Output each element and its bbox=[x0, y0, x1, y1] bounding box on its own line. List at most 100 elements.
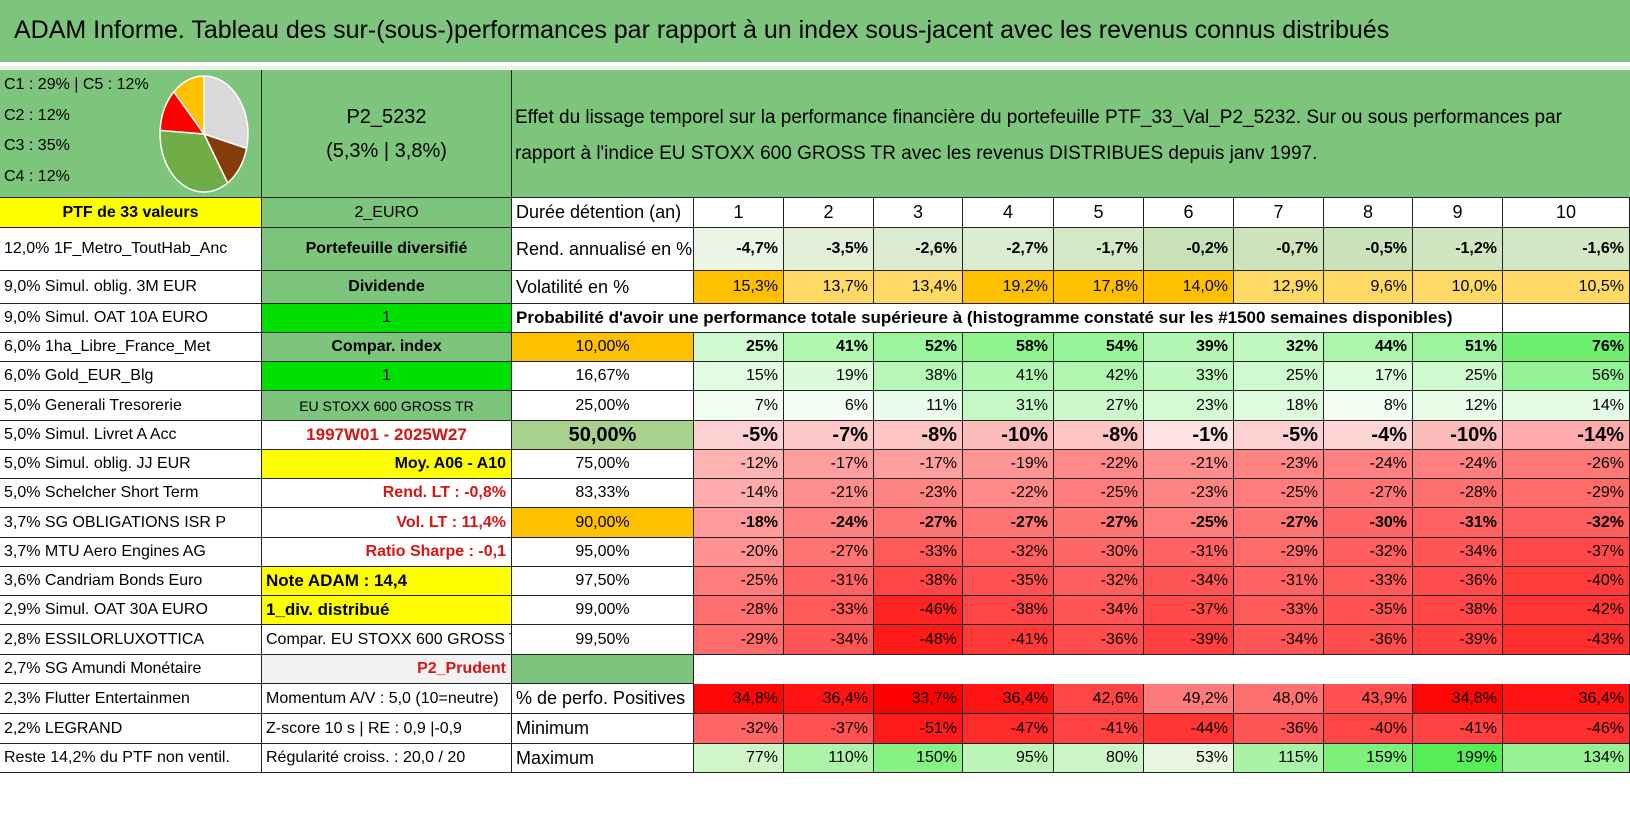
threshold-cell: 95,00% bbox=[512, 538, 694, 567]
pos-value: 36,4% bbox=[963, 684, 1054, 714]
prob-value: 52% bbox=[874, 333, 963, 362]
prob-value: -34% bbox=[784, 625, 874, 655]
prob-value: -24% bbox=[1413, 450, 1503, 479]
prob-value: -19% bbox=[963, 450, 1054, 479]
rend-value: -2,7% bbox=[963, 228, 1054, 271]
prob-value: 58% bbox=[963, 333, 1054, 362]
prob-value: -25% bbox=[694, 567, 784, 596]
vol-value: 12,9% bbox=[1234, 271, 1324, 304]
prob-value: 25% bbox=[1413, 362, 1503, 391]
prob-value: -25% bbox=[1054, 479, 1144, 508]
pos-value: 48,0% bbox=[1234, 684, 1324, 714]
prob-value: -29% bbox=[1503, 479, 1630, 508]
title-divider bbox=[0, 62, 1630, 66]
pie-label: C3 : 35% bbox=[4, 137, 70, 154]
param-div-distrib: 1_div. distribué bbox=[262, 596, 512, 625]
prob-value: -5% bbox=[694, 421, 784, 450]
year-header: 10 bbox=[1503, 198, 1630, 228]
prob-value: 41% bbox=[963, 362, 1054, 391]
prob-value: -37% bbox=[1144, 596, 1234, 625]
prob-value: 17% bbox=[1324, 362, 1413, 391]
prob-value: -41% bbox=[963, 625, 1054, 655]
duration-label: Durée détention (an) bbox=[512, 198, 694, 228]
prob-value: -33% bbox=[1234, 596, 1324, 625]
holdings-header: PTF de 33 valeurs bbox=[0, 198, 262, 228]
rend-label: Rend. annualisé en % bbox=[512, 228, 694, 271]
year-header: 5 bbox=[1054, 198, 1144, 228]
max-value: 53% bbox=[1144, 744, 1234, 773]
prob-value: -29% bbox=[1234, 538, 1324, 567]
max-value: 77% bbox=[694, 744, 784, 773]
vol-value: 9,6% bbox=[1324, 271, 1413, 304]
vol-value: 17,8% bbox=[1054, 271, 1144, 304]
prob-value: -48% bbox=[874, 625, 963, 655]
holding-item: 2,2% LEGRAND bbox=[0, 714, 262, 744]
prob-value: -22% bbox=[1054, 450, 1144, 479]
empty-strip bbox=[512, 655, 694, 684]
prob-value: -36% bbox=[1054, 625, 1144, 655]
prob-value: -40% bbox=[1503, 567, 1630, 596]
param-dividend: Dividende bbox=[262, 271, 512, 304]
param-momentum: Momentum A/V : 5,0 (10=neutre) bbox=[262, 684, 512, 714]
pie-label: C1 : 29% | C5 : 12% bbox=[4, 76, 149, 93]
prob-title-cell: Probabilité d'avoir une performance tota… bbox=[512, 304, 1503, 333]
threshold-cell: 99,50% bbox=[512, 625, 694, 655]
param-compar: Compar. index bbox=[262, 333, 512, 362]
param-zscore: Z-score 10 s | RE : 0,9 |-0,9 bbox=[262, 714, 512, 744]
prob-value: -35% bbox=[1324, 596, 1413, 625]
max-value: 199% bbox=[1413, 744, 1503, 773]
holding-item: 5,0% Simul. Livret A Acc bbox=[0, 421, 262, 450]
threshold-cell: 75,00% bbox=[512, 450, 694, 479]
prob-value: -31% bbox=[1413, 508, 1503, 538]
vol-value: 15,3% bbox=[694, 271, 784, 304]
holding-item: 2,9% Simul. OAT 30A EURO bbox=[0, 596, 262, 625]
min-value: -51% bbox=[874, 714, 963, 744]
prob-value: -27% bbox=[874, 508, 963, 538]
rend-value: -1,6% bbox=[1503, 228, 1630, 271]
holding-item: 6,0% Gold_EUR_Blg bbox=[0, 362, 262, 391]
threshold-cell: 99,00% bbox=[512, 596, 694, 625]
param-rend-lt: Rend. LT : -0,8% bbox=[262, 479, 512, 508]
prob-value: -14% bbox=[694, 479, 784, 508]
report-description: Effet du lissage temporel sur la perform… bbox=[512, 70, 1630, 198]
pie-slice-c3 bbox=[159, 129, 229, 193]
max-label: Maximum bbox=[512, 744, 694, 773]
param-moy: Moy. A06 - A10 bbox=[262, 450, 512, 479]
prob-value: 44% bbox=[1324, 333, 1413, 362]
prob-value: -37% bbox=[1503, 538, 1630, 567]
rend-value: -1,2% bbox=[1413, 228, 1503, 271]
prob-value: 23% bbox=[1144, 391, 1234, 421]
param-regularite: Régularité croiss. : 20,0 / 20 bbox=[262, 744, 512, 773]
param-profile: P2_Prudent bbox=[262, 655, 512, 684]
prob-value: 19% bbox=[784, 362, 874, 391]
prob-value: -34% bbox=[1234, 625, 1324, 655]
prob-value: 41% bbox=[784, 333, 874, 362]
min-value: -41% bbox=[1413, 714, 1503, 744]
rend-value: -4,7% bbox=[694, 228, 784, 271]
param-div-value: 1 bbox=[262, 304, 512, 333]
pos-value: 42,6% bbox=[1054, 684, 1144, 714]
threshold-cell: 97,50% bbox=[512, 567, 694, 596]
prob-value: -31% bbox=[1234, 567, 1324, 596]
min-value: -47% bbox=[963, 714, 1054, 744]
prob-value: 27% bbox=[1054, 391, 1144, 421]
holding-item: 3,6% Candriam Bonds Euro bbox=[0, 567, 262, 596]
prob-value: -25% bbox=[1144, 508, 1234, 538]
prob-value: -27% bbox=[1234, 508, 1324, 538]
vol-label: Volatilité en % bbox=[512, 271, 694, 304]
prob-value: -33% bbox=[784, 596, 874, 625]
prob-value: -32% bbox=[1324, 538, 1413, 567]
prob-value: 6% bbox=[784, 391, 874, 421]
prob-value: -23% bbox=[1144, 479, 1234, 508]
year-header: 9 bbox=[1413, 198, 1503, 228]
pos-value: 36,4% bbox=[784, 684, 874, 714]
prob-value: -20% bbox=[694, 538, 784, 567]
min-value: -41% bbox=[1054, 714, 1144, 744]
prob-value: 51% bbox=[1413, 333, 1503, 362]
prob-value: -29% bbox=[694, 625, 784, 655]
prob-value: -30% bbox=[1324, 508, 1413, 538]
prob-value: 76% bbox=[1503, 333, 1630, 362]
prob-value: -42% bbox=[1503, 596, 1630, 625]
holding-item: 2,3% Flutter Entertainmen bbox=[0, 684, 262, 714]
prob-value: -35% bbox=[963, 567, 1054, 596]
